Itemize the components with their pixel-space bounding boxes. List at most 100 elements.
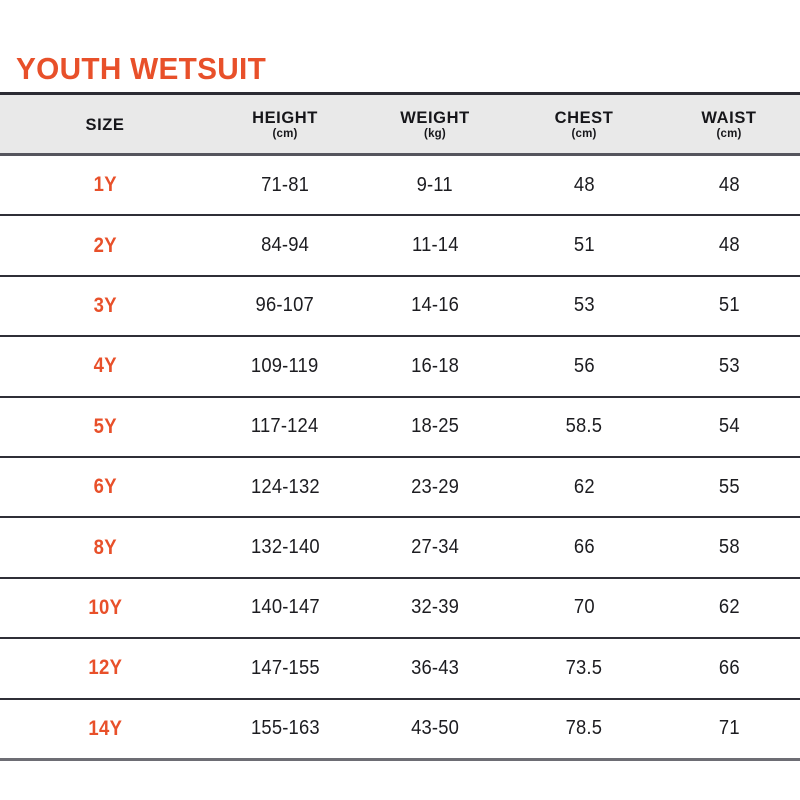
cell-size-value: 12Y <box>88 656 122 680</box>
cell-chest: 51 <box>510 215 658 277</box>
cell-chest: 78.5 <box>510 698 658 761</box>
cell-waist: 48 <box>658 154 800 217</box>
cell-weight: 27-34 <box>360 517 510 579</box>
cell-weight: 32-39 <box>360 577 510 640</box>
cell-chest-value: 56 <box>573 354 595 377</box>
table-row: 10Y 140-147 32-39 70 62 <box>0 577 800 640</box>
cell-chest-value: 78.5 <box>565 717 603 740</box>
cell-weight-value: 27-34 <box>411 536 459 559</box>
cell-height: 117-124 <box>210 396 360 458</box>
cell-size-value: 8Y <box>93 535 117 559</box>
column-header-height-unit: (cm) <box>272 127 298 140</box>
table-header: SIZE HEIGHT (cm) WEIGHT (kg) CHEST (cm) … <box>0 92 800 156</box>
cell-size-value: 10Y <box>88 595 122 619</box>
column-header-size: SIZE <box>0 92 210 156</box>
table-row: 8Y 132-140 27-34 66 58 <box>0 517 800 579</box>
cell-waist: 62 <box>658 577 800 640</box>
cell-size-value: 14Y <box>88 716 122 740</box>
cell-height-value: 155-163 <box>250 717 320 740</box>
cell-waist: 53 <box>658 336 800 398</box>
header-row: SIZE HEIGHT (cm) WEIGHT (kg) CHEST (cm) … <box>0 92 800 156</box>
cell-weight-value: 23-29 <box>411 475 459 498</box>
cell-height: 71-81 <box>210 154 360 217</box>
cell-waist: 51 <box>658 275 800 338</box>
cell-size: 8Y <box>0 517 210 579</box>
cell-size: 1Y <box>0 154 210 217</box>
cell-waist-value: 54 <box>718 415 740 438</box>
cell-chest-value: 58.5 <box>565 415 603 438</box>
cell-chest-value: 70 <box>573 596 595 619</box>
cell-weight: 16-18 <box>360 336 510 398</box>
cell-size: 10Y <box>0 577 210 640</box>
column-header-size-label: SIZE <box>85 114 125 134</box>
cell-size: 14Y <box>0 698 210 761</box>
cell-height-value: 71-81 <box>261 173 309 196</box>
cell-height: 84-94 <box>210 215 360 277</box>
cell-waist-value: 71 <box>718 717 740 740</box>
cell-size-value: 4Y <box>93 354 117 378</box>
cell-weight: 9-11 <box>360 154 510 217</box>
cell-size-value: 3Y <box>93 293 117 317</box>
cell-weight-value: 32-39 <box>411 596 459 619</box>
cell-waist-value: 48 <box>718 173 740 196</box>
cell-waist-value: 55 <box>718 475 740 498</box>
cell-waist-value: 51 <box>718 294 740 317</box>
cell-chest: 48 <box>510 154 658 217</box>
cell-weight: 43-50 <box>360 698 510 761</box>
cell-weight: 23-29 <box>360 456 510 519</box>
cell-height-value: 84-94 <box>261 234 309 257</box>
column-header-height-label: HEIGHT <box>252 107 318 127</box>
cell-size: 2Y <box>0 215 210 277</box>
table-body: 1Y 71-81 9-11 48 48 2Y 84-94 11-14 51 48 3Y 96-107 1… <box>0 154 800 761</box>
table-row: 6Y 124-132 23-29 62 55 <box>0 456 800 519</box>
cell-chest: 70 <box>510 577 658 640</box>
cell-chest-value: 51 <box>573 234 595 257</box>
table-row: 1Y 71-81 9-11 48 48 <box>0 154 800 217</box>
cell-waist-value: 58 <box>718 536 740 559</box>
cell-height: 140-147 <box>210 577 360 640</box>
cell-height: 147-155 <box>210 638 360 700</box>
cell-waist: 48 <box>658 215 800 277</box>
cell-height: 155-163 <box>210 698 360 761</box>
cell-size-value: 6Y <box>93 475 117 499</box>
cell-height-value: 147-155 <box>250 656 320 679</box>
cell-waist: 55 <box>658 456 800 519</box>
cell-weight-value: 9-11 <box>416 173 454 196</box>
cell-size-value: 2Y <box>93 233 117 257</box>
cell-weight: 11-14 <box>360 215 510 277</box>
cell-waist-value: 48 <box>718 234 740 257</box>
cell-size-value: 1Y <box>93 173 117 197</box>
cell-size: 5Y <box>0 396 210 458</box>
cell-height-value: 117-124 <box>251 415 319 438</box>
cell-chest: 58.5 <box>510 396 658 458</box>
cell-weight-value: 36-43 <box>411 656 459 679</box>
page-title: YOUTH WETSUIT <box>16 51 267 86</box>
table-row: 4Y 109-119 16-18 56 53 <box>0 336 800 398</box>
cell-size-value: 5Y <box>93 414 117 438</box>
column-header-chest-label: CHEST <box>554 107 614 127</box>
cell-waist: 71 <box>658 698 800 761</box>
cell-height: 132-140 <box>210 517 360 579</box>
cell-height-value: 109-119 <box>251 354 319 377</box>
cell-height-value: 124-132 <box>250 475 320 498</box>
cell-weight: 14-16 <box>360 275 510 338</box>
cell-chest: 53 <box>510 275 658 338</box>
cell-height: 96-107 <box>210 275 360 338</box>
cell-size: 4Y <box>0 336 210 398</box>
cell-height-value: 140-147 <box>250 596 320 619</box>
cell-waist: 54 <box>658 396 800 458</box>
cell-chest-value: 73.5 <box>565 656 603 679</box>
cell-weight: 18-25 <box>360 396 510 458</box>
cell-size: 12Y <box>0 638 210 700</box>
cell-height-value: 96-107 <box>255 294 315 317</box>
table-row: 3Y 96-107 14-16 53 51 <box>0 275 800 338</box>
cell-size: 6Y <box>0 456 210 519</box>
cell-chest: 56 <box>510 336 658 398</box>
cell-height: 109-119 <box>210 336 360 398</box>
column-header-waist-label: WAIST <box>701 107 757 127</box>
table-row: 14Y 155-163 43-50 78.5 71 <box>0 698 800 761</box>
cell-chest: 66 <box>510 517 658 579</box>
cell-chest-value: 62 <box>573 475 595 498</box>
cell-waist-value: 53 <box>718 354 740 377</box>
